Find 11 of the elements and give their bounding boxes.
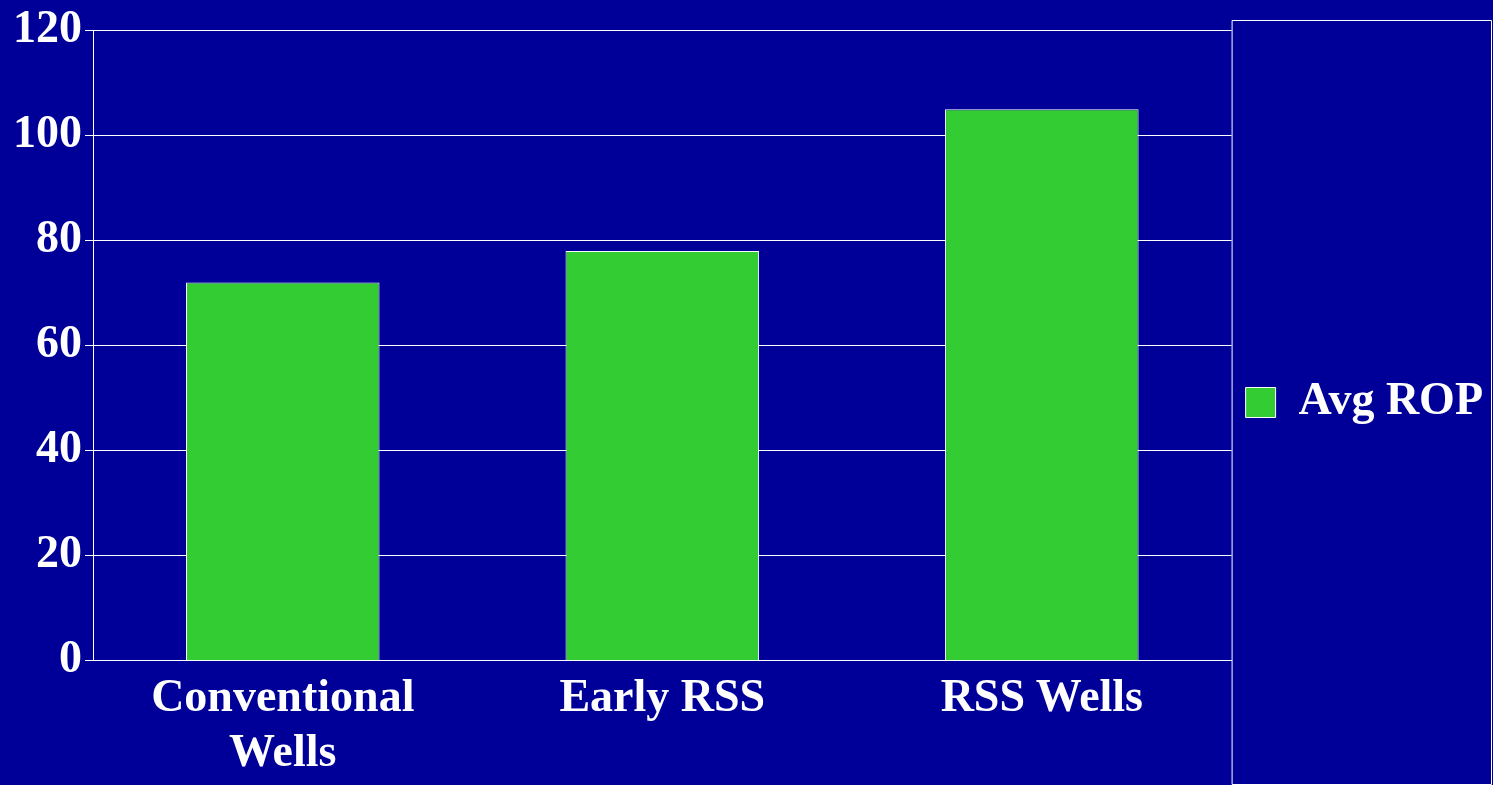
y-tick-label: 0	[59, 631, 82, 683]
y-tick-label: 40	[36, 421, 82, 473]
y-tick-label: 80	[36, 211, 82, 263]
x-tick-label: Early RSS	[559, 670, 766, 722]
y-tick-label: 60	[36, 316, 82, 368]
legend-label: Avg ROP	[1298, 373, 1483, 425]
y-tick-label: 100	[13, 106, 82, 158]
y-tick-label: 20	[36, 526, 82, 578]
x-tick-label: Conventional Wells	[151, 670, 415, 777]
y-tick-label: 120	[13, 1, 82, 53]
x-tick-label: RSS Wells	[940, 670, 1144, 722]
